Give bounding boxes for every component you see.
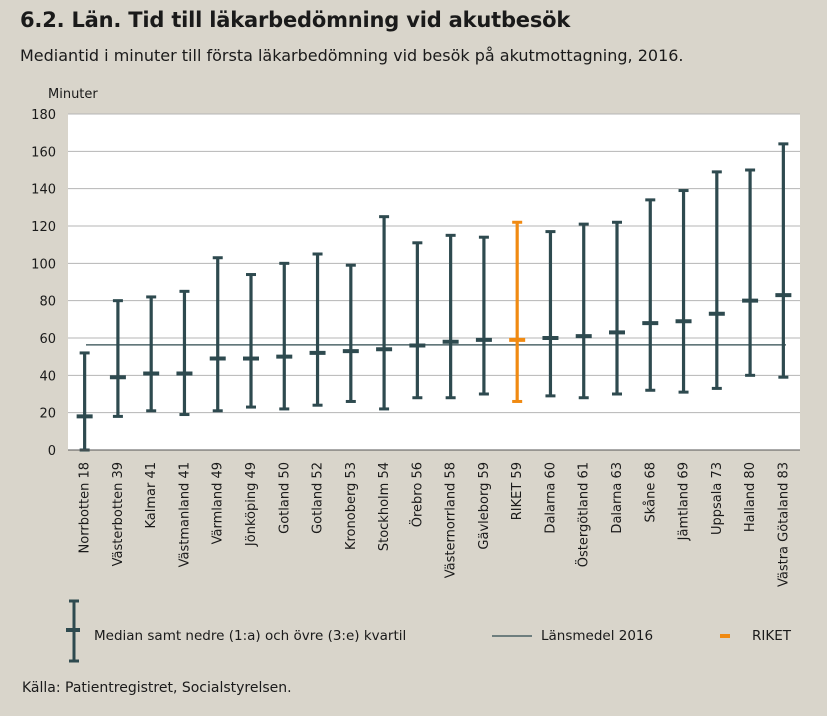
x-tick-label: Norrbotten 18	[78, 462, 93, 553]
errorbar	[309, 252, 326, 407]
legend-symbol-errorbar	[66, 599, 80, 663]
x-tick-label: Östergötland 61	[575, 462, 592, 567]
x-tick-label: Gävleborg 59	[477, 462, 492, 550]
source-note: Källa: Patientregistret, Socialstyrelsen…	[22, 680, 292, 696]
errorbar	[675, 189, 692, 394]
errorbar	[243, 273, 259, 409]
errorbar	[209, 256, 226, 413]
errorbar	[708, 170, 725, 390]
errorbar	[575, 222, 592, 400]
legend-label-lansmedel: Länsmedel 2016	[541, 628, 653, 644]
legend-label-riket: RIKET	[752, 628, 792, 644]
errorbar	[775, 142, 792, 379]
chart-title: 6.2. Län. Tid till läkarbedömning vid ak…	[20, 8, 571, 32]
x-tick-label: Västmanland 41	[177, 462, 192, 567]
y-tick-label: 80	[39, 295, 56, 310]
x-tick-label: Västerbotten 39	[111, 462, 126, 566]
y-tick-label: 60	[39, 332, 56, 347]
y-tick-label: 20	[39, 407, 56, 422]
y-tick-label: 140	[31, 183, 56, 198]
errorbar	[376, 215, 393, 411]
y-axis-ticks: 0 20 40 60 80 100 120 140 160 180	[31, 108, 56, 459]
x-tick-label: Kalmar 41	[144, 462, 159, 529]
error-bars	[76, 142, 792, 452]
x-tick-label: Dalarna 63	[610, 462, 625, 534]
errorbar	[109, 299, 126, 418]
errorbar	[442, 233, 459, 400]
x-tick-label: Halland 80	[743, 462, 758, 532]
y-tick-label: 100	[31, 257, 56, 272]
errorbar	[742, 168, 759, 377]
x-tick-label: Jönköping 49	[244, 462, 259, 547]
plot-area	[68, 114, 800, 450]
errorbar	[642, 198, 659, 392]
errorbar	[409, 241, 426, 400]
x-tick-label: Kronoberg 53	[344, 462, 359, 550]
errorbar	[342, 263, 359, 403]
errorbar	[609, 220, 625, 396]
y-tick-label: 120	[31, 220, 56, 235]
errorbar	[143, 295, 160, 413]
x-tick-label: Västra Götaland 83	[776, 462, 791, 587]
errorbar	[475, 235, 492, 396]
errorbar	[542, 230, 559, 398]
chart-subtitle: Mediantid i minuter till första läkarbed…	[20, 46, 684, 65]
x-tick-label: Västernorrland 58	[444, 462, 459, 578]
x-tick-label: Gotland 50	[277, 462, 292, 534]
x-tick-label: RIKET 59	[510, 462, 525, 520]
x-tick-label: Värmland 49	[211, 462, 226, 544]
x-tick-label: Uppsala 73	[710, 462, 725, 535]
y-tick-label: 0	[48, 444, 56, 459]
x-axis-ticks: Norrbotten 18 Västerbotten 39 Kalmar 41 Väs…	[78, 462, 792, 587]
errorbar	[276, 261, 293, 411]
errorbar-riket	[509, 220, 526, 403]
y-axis-label: Minuter	[48, 87, 98, 102]
legend: Median samt nedre (1:a) och övre (3:e) k…	[66, 599, 792, 663]
gridlines	[68, 113, 800, 414]
x-tick-label: Skåne 68	[643, 462, 658, 522]
x-tick-label: Örebro 56	[408, 462, 425, 527]
x-tick-label: Stockholm 54	[377, 462, 392, 551]
y-tick-label: 160	[31, 145, 56, 160]
x-tick-label: Gotland 52	[311, 462, 326, 534]
y-tick-label: 180	[31, 108, 56, 123]
errorbar	[176, 289, 193, 417]
x-tick-label: Dalarna 60	[543, 462, 558, 534]
legend-label-median: Median samt nedre (1:a) och övre (3:e) k…	[94, 628, 406, 644]
x-tick-label: Jämtland 69	[677, 462, 692, 541]
y-tick-label: 40	[39, 369, 56, 384]
